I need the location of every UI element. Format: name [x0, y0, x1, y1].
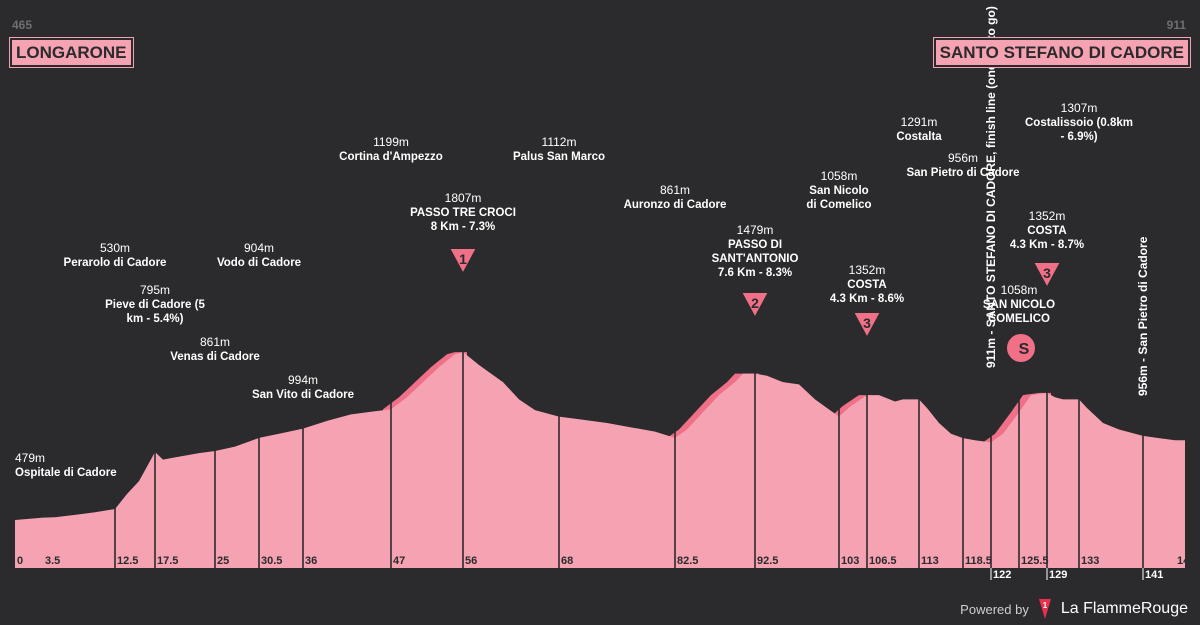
footer-branding: Powered by 1 La FlammeRouge	[960, 599, 1188, 619]
tick-label-6: 36	[305, 555, 317, 567]
tick-label-3: 17.5	[157, 555, 178, 567]
tick-label-16: 122	[993, 569, 1011, 581]
annotation-label-1-line-0: 530m	[100, 241, 130, 255]
annotation-label-8-line-1: Palus San Marco	[513, 151, 605, 163]
annotation-label-3-line-1: Venas di Cadore	[170, 351, 259, 363]
annotation-label-2-line-1: Pieve di Cadore (5	[105, 299, 205, 311]
profile-area-layer	[15, 352, 1185, 568]
annotation-label-7-line-0: 1807m	[445, 191, 482, 205]
climb-category-label-3: 3	[863, 315, 871, 331]
tick-label-20: 141	[1145, 569, 1163, 581]
annotation-label-7-line-1: PASSO TRE CROCI	[410, 207, 516, 219]
sprint-marker-1	[1005, 332, 1037, 364]
annotation-label-14-line-0: 956m	[948, 151, 978, 165]
x-ticks-layer: 0 3.5 12.5 17.5 25 30.5 36 47 56 68 82.5 92.5 103 106…	[17, 555, 1195, 581]
powered-by-text: Powered by	[960, 601, 1029, 617]
brand-name: La FlammeRouge	[1060, 600, 1188, 617]
annotation-label-18-line-1: Costalissoio (0.8km	[1025, 117, 1133, 129]
tick-label-7: 47	[393, 555, 405, 567]
annotation-label-12-line-1: COSTA	[847, 279, 886, 291]
annotation-label-16-line-2: COMELICO	[988, 313, 1050, 325]
tick-label-0: 0	[17, 555, 23, 567]
annotation-label-19: 956m - San Pietro di Cadore	[1136, 236, 1150, 396]
annotation-label-8-line-0: 1112m	[542, 135, 577, 149]
svg-text:1: 1	[1043, 601, 1048, 610]
annotation-label-7-line-2: 8 Km - 7.3%	[431, 221, 496, 233]
climb-markers-layer: 1 2 3 3 S	[447, 247, 1063, 364]
annotation-label-17-line-2: 4.3 Km - 8.7%	[1010, 239, 1084, 251]
tick-label-9: 68	[561, 555, 573, 567]
tick-label-10: 82.5	[677, 555, 698, 567]
annotation-label-18-line-2: - 6.9%)	[1060, 131, 1097, 143]
annotation-label-11-line-1: San Nicolo	[809, 185, 868, 197]
annotation-label-3-line-0: 861m	[200, 335, 230, 349]
annotation-label-13-line-0: 1291m	[901, 115, 938, 129]
climb-category-marker-1	[447, 247, 479, 277]
climb-category-label-1: 1	[459, 251, 467, 267]
climb-category-marker-3	[851, 311, 883, 341]
tick-label-2: 12.5	[117, 555, 138, 567]
annotation-label-2-line-2: km - 5.4%)	[127, 313, 184, 325]
annotation-label-5-line-1: San Vito di Cadore	[252, 389, 354, 401]
annotation-label-0-line-1: Ospitale di Cadore	[15, 467, 117, 479]
annotation-label-12-line-2: 4.3 Km - 8.6%	[830, 293, 904, 305]
climb-category-marker-4	[1031, 261, 1063, 291]
km-lines-layer	[114, 146, 1144, 568]
annotation-label-9-line-0: 861m	[660, 183, 690, 197]
tick-label-15: 118.5	[965, 555, 992, 567]
annotation-label-4-line-1: Vodo di Cadore	[217, 257, 301, 269]
climb-category-label-4: 3	[1043, 265, 1051, 281]
annotation-label-6-line-1: Cortina d'Ampezzo	[339, 151, 443, 163]
annotation-label-5-line-0: 994m	[288, 373, 318, 387]
annotation-label-10-line-0: 1479m	[737, 223, 774, 237]
annotation-label-0-line-0: 479m	[15, 451, 45, 465]
annotation-label-4-line-0: 904m	[244, 241, 274, 255]
annotation-label-17-line-0: 1352m	[1029, 209, 1066, 223]
tick-label-17: 125.5	[1021, 555, 1049, 567]
tick-label-19: 133	[1081, 555, 1099, 567]
annotation-label-9-line-1: Auronzo di Cadore	[624, 199, 727, 211]
annotation-label-11-line-2: di Comelico	[806, 199, 871, 211]
climb-category-label-2: 2	[751, 295, 759, 311]
annotation-label-13-line-1: Costalta	[896, 131, 942, 143]
tick-label-5: 30.5	[261, 555, 282, 567]
flamme-rouge-logo-icon: 1	[1038, 599, 1051, 619]
climb-category-marker-2	[739, 291, 771, 321]
annotation-label-16-line-0: 1058m	[1001, 283, 1038, 297]
tick-label-8: 56	[465, 555, 477, 567]
annotation-label-18-line-0: 1307m	[1061, 101, 1098, 115]
start-altitude: 465	[12, 18, 33, 32]
finish-altitude: 911	[1166, 18, 1186, 32]
start-town: LONGARONE	[9, 37, 134, 68]
annotation-label-15: 911m - SANTO STEFANO DI CADORE, finish l…	[984, 6, 998, 368]
tick-label-11: 92.5	[757, 555, 778, 567]
tick-label-4: 25	[217, 555, 229, 567]
tick-label-18: 129	[1049, 569, 1067, 581]
elevation-profile-area	[15, 352, 1185, 568]
annotation-label-14-line-1: San Pietro di Cadore	[906, 167, 1019, 179]
sprint-marker-label-1: S	[1019, 341, 1030, 358]
annotation-label-10-line-1: PASSO DI	[728, 239, 782, 251]
annotation-label-12-line-0: 1352m	[849, 263, 886, 277]
annotation-label-1-line-1: Perarolo di Cadore	[64, 257, 167, 269]
annotation-label-16-line-1: SAN NICOLO	[983, 299, 1055, 311]
annotation-label-10-line-3: 7.6 Km - 8.3%	[718, 267, 792, 279]
annotation-label-2-line-0: 795m	[140, 283, 170, 297]
tick-label-14: 113	[921, 555, 939, 567]
finish-town: SANTO STEFANO DI CADORE	[932, 37, 1192, 68]
tick-label-21: 145	[1177, 555, 1195, 567]
tick-label-12: 103	[841, 555, 859, 567]
annotation-label-6-line-0: 1199m	[373, 135, 409, 149]
annotation-label-10-line-2: SANT'ANTONIO	[712, 253, 799, 265]
annotation-label-17-line-1: COSTA	[1027, 225, 1066, 237]
tick-label-1: 3.5	[45, 555, 60, 567]
annotation-label-11-line-0: 1058m	[821, 169, 858, 183]
annotations-layer: 479m Ospitale di Cadore 530m Perarolo di Ca…	[15, 6, 1150, 479]
tick-label-13: 106.5	[869, 555, 897, 567]
